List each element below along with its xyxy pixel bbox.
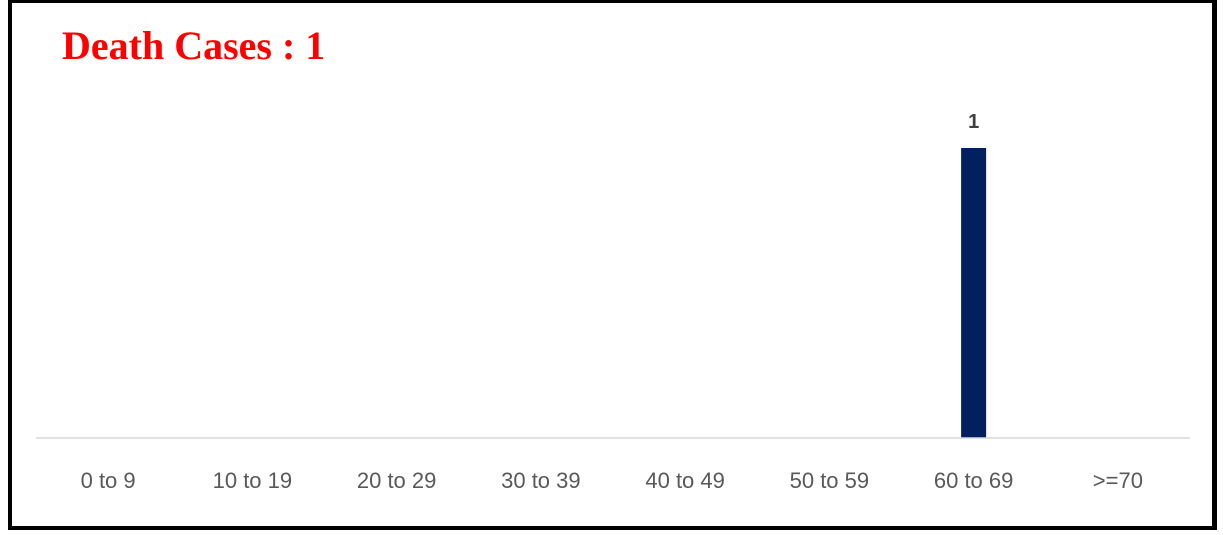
chart-title: Death Cases : 1 <box>62 23 326 68</box>
chart-frame <box>8 0 1217 530</box>
x-tick-label-1: 10 to 19 <box>213 468 293 493</box>
data-label-6: 1 <box>968 111 979 133</box>
x-tick-label-3: 30 to 39 <box>501 468 581 493</box>
x-tick-label-2: 20 to 29 <box>357 468 437 493</box>
x-tick-label-5: 50 to 59 <box>790 468 870 493</box>
x-tick-label-7: >=70 <box>1093 468 1143 493</box>
data-labels-layer: 1 <box>968 111 979 133</box>
x-tick-label-4: 40 to 49 <box>645 468 725 493</box>
x-tick-label-6: 60 to 69 <box>934 468 1014 493</box>
x-tick-labels: 0 to 9 10 to 19 20 to 29 30 to 39 40 to 49 50… <box>81 468 1143 493</box>
bars-layer <box>961 148 987 438</box>
x-tick-label-0: 0 to 9 <box>81 468 136 493</box>
bar-6 <box>961 148 987 438</box>
